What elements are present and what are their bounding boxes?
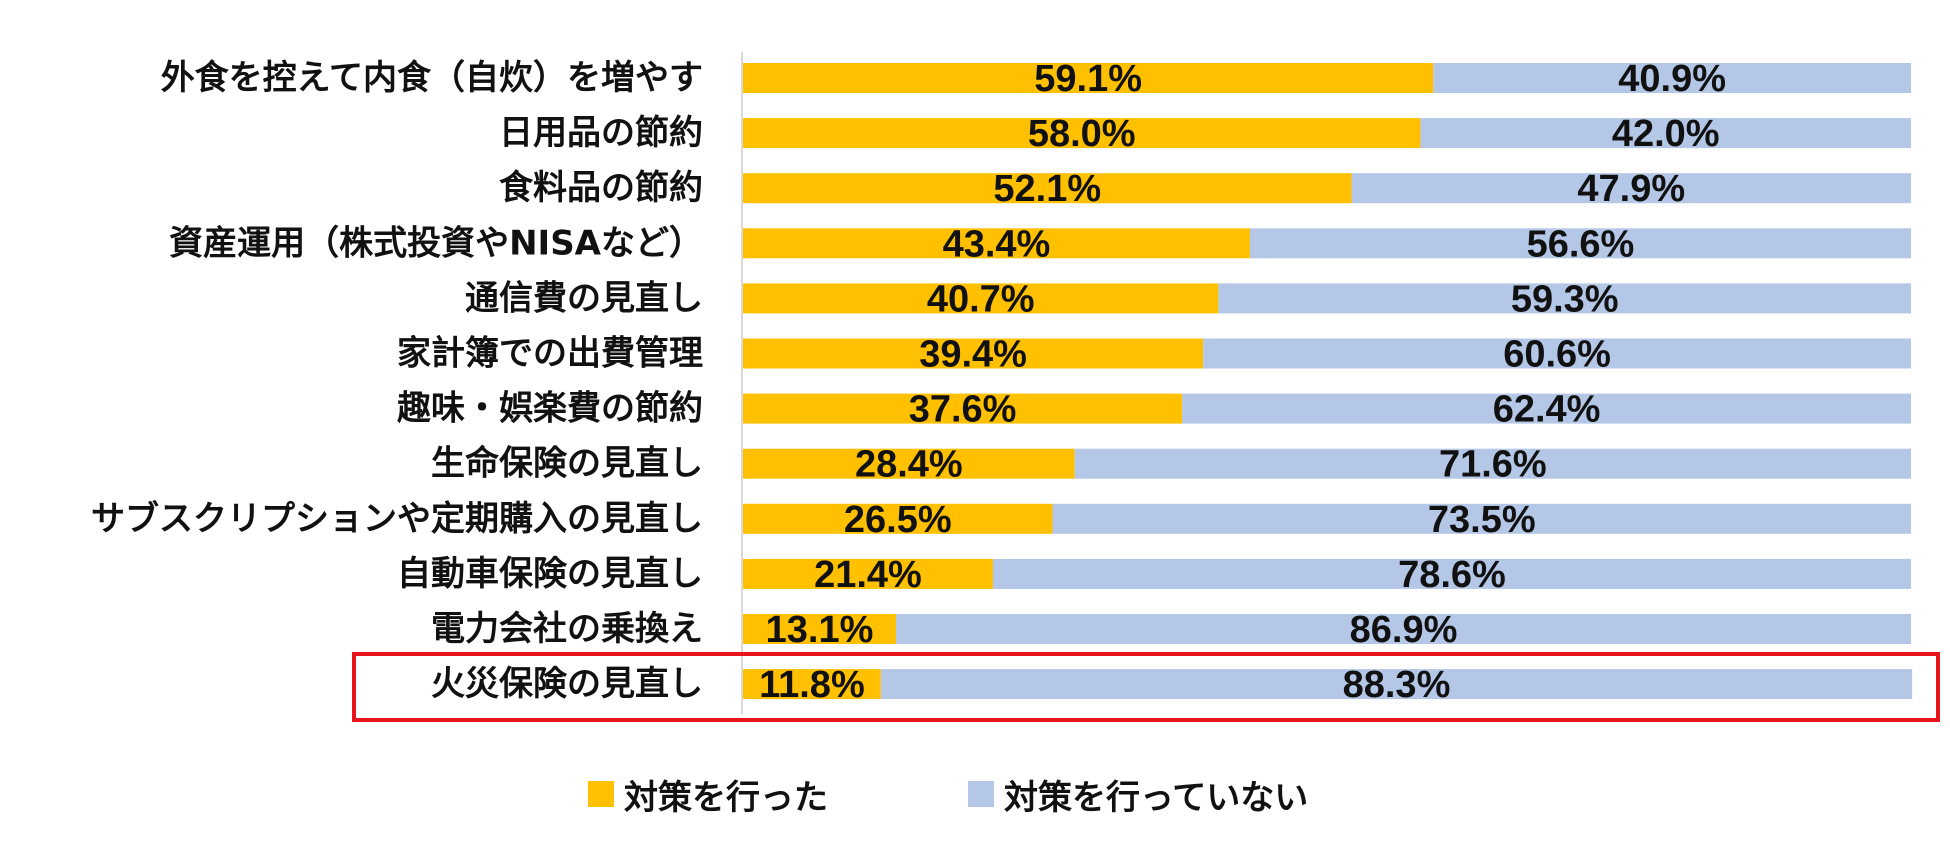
data-label-not-done: 56.6%: [1527, 223, 1635, 265]
highlight-box: [352, 652, 1940, 722]
bars-layer: [743, 63, 1913, 700]
category-label: 通信費の見直し: [465, 278, 703, 318]
category-label: 外食を控えて内食（自炊）を増やす: [161, 58, 703, 98]
legend-item-not-done: 対策を行っていない: [968, 764, 1308, 824]
bar-done: [743, 228, 1250, 259]
category-label: サブスクリプションや定期購入の見直し: [91, 499, 703, 539]
bar-done: [743, 63, 1434, 93]
data-label-not-done: 40.9%: [1618, 58, 1726, 100]
data-label-done: 28.4%: [855, 444, 963, 486]
data-label-done: 40.7%: [927, 278, 1035, 320]
data-label-done: 21.4%: [814, 554, 922, 596]
bar-not-done: [1182, 393, 1911, 424]
category-label: 自動車保険の見直し: [397, 554, 703, 594]
data-label-done: 13.1%: [766, 609, 874, 651]
bar-done: [743, 669, 881, 700]
data-label-not-done: 62.4%: [1493, 389, 1601, 431]
bar-done: [743, 338, 1204, 369]
bar-not-done: [896, 614, 1911, 644]
data-label-not-done: 60.6%: [1503, 334, 1611, 376]
category-label: 電力会社の乗換え: [431, 609, 703, 649]
bar-not-done: [1203, 338, 1911, 369]
data-label-not-done: 73.5%: [1428, 499, 1536, 541]
bar-not-done: [1420, 118, 1911, 149]
data-label-not-done: 88.3%: [1343, 664, 1451, 706]
category-label: 生命保険の見直し: [431, 444, 703, 484]
legend-label-not-done: 対策を行っていない: [1004, 777, 1309, 818]
data-label-done: 37.6%: [909, 389, 1017, 431]
legend-swatch-not-done: [968, 781, 994, 807]
bar-not-done: [1074, 448, 1911, 479]
bar-done: [743, 393, 1183, 424]
category-label: 食料品の節約: [499, 168, 703, 208]
data-label-done: 52.1%: [993, 168, 1101, 210]
category-label: 趣味・娯楽費の節約: [397, 389, 703, 429]
bar-not-done: [1249, 228, 1911, 259]
category-label: 家計簿での出費管理: [397, 334, 703, 374]
data-label-done: 58.0%: [1028, 113, 1136, 155]
bar-not-done: [992, 558, 1911, 589]
bar-not-done: [1433, 63, 1911, 93]
legend-swatch-done: [588, 781, 614, 807]
bar-done: [743, 173, 1352, 204]
bar-not-done: [1351, 173, 1911, 204]
category-label: 資産運用（株式投資やNISAなど）: [169, 223, 703, 263]
bar-not-done: [1052, 503, 1911, 534]
data-label-not-done: 86.9%: [1350, 609, 1458, 651]
labels-layer: 外食を控えて内食（自炊）を増やす 59.1% 40.9% 日用品の節約 58.0% 42.…: [91, 58, 1726, 706]
bar-done: [743, 558, 993, 589]
bar-done: [743, 614, 897, 644]
bar-done: [743, 283, 1219, 314]
bar-done: [743, 503, 1053, 534]
data-label-done: 59.1%: [1034, 58, 1142, 100]
data-label-not-done: 59.3%: [1511, 278, 1619, 320]
data-label-done: 39.4%: [919, 334, 1027, 376]
bar-done: [743, 448, 1075, 479]
bar-not-done: [880, 669, 1913, 700]
data-label-not-done: 47.9%: [1577, 168, 1685, 210]
stacked-bar-chart: 外食を控えて内食（自炊）を増やす 59.1% 40.9% 日用品の節約 58.0% 42.…: [91, 52, 1940, 722]
data-label-done: 11.8%: [759, 664, 865, 706]
data-label-done: 43.4%: [943, 223, 1051, 265]
legend-item-done: 対策を行った: [588, 764, 828, 824]
category-label: 日用品の節約: [499, 113, 703, 153]
bar-not-done: [1218, 283, 1911, 314]
data-label-done: 26.5%: [844, 499, 952, 541]
data-label-not-done: 71.6%: [1439, 444, 1547, 486]
data-label-not-done: 78.6%: [1398, 554, 1506, 596]
bar-done: [743, 118, 1421, 149]
category-label: 火災保険の見直し: [431, 664, 703, 704]
data-label-not-done: 42.0%: [1612, 113, 1720, 155]
legend-label-done: 対策を行った: [624, 777, 828, 818]
legend: 対策を行った 対策を行っていない: [0, 764, 1950, 824]
